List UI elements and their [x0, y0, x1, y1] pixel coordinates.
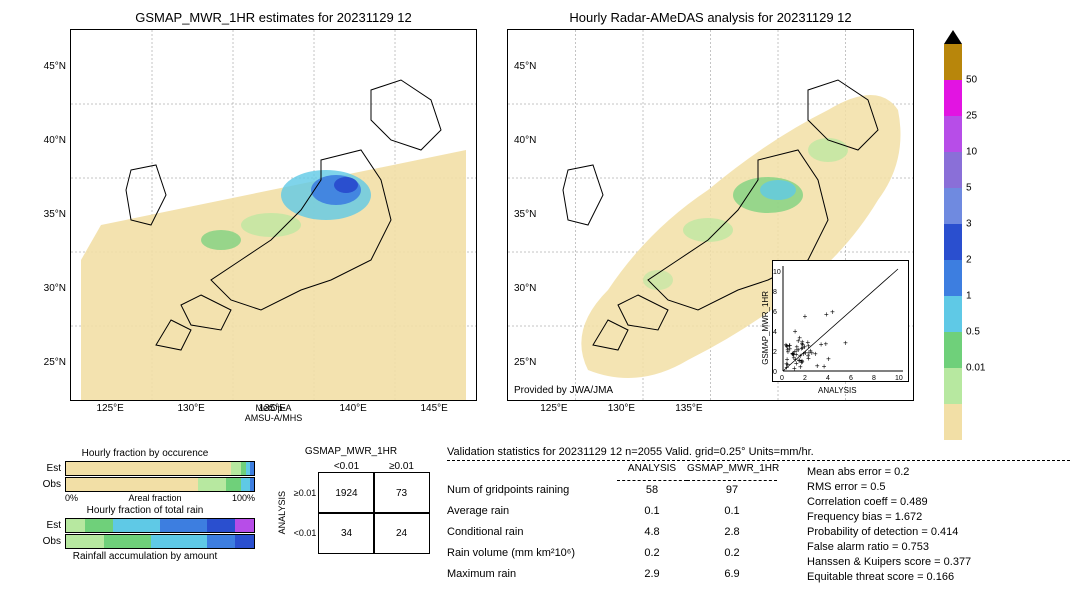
svg-text:+: + [826, 355, 831, 364]
tot-title: Hourly fraction of total rain [35, 505, 255, 516]
occ-title: Hourly fraction by occurence [35, 448, 255, 459]
svg-text:+: + [792, 364, 797, 373]
top-row: GSMAP_MWR_1HR estimates for 20231129 12 … [10, 10, 1070, 440]
right-map-panel: Hourly Radar-AMeDAS analysis for 2023112… [507, 10, 914, 440]
occ-obs-bar [65, 477, 255, 492]
stats-panel: Validation statistics for 20231129 12 n=… [447, 446, 1070, 586]
fraction-panel: Hourly fraction by occurence Est Obs 0%A… [35, 446, 255, 586]
colorbar-arrow-icon [944, 30, 962, 44]
svg-text:4: 4 [773, 329, 777, 336]
svg-text:+: + [823, 340, 828, 349]
left-map-panel: GSMAP_MWR_1HR estimates for 20231129 12 … [70, 10, 477, 440]
svg-text:+: + [815, 361, 820, 370]
tot-est-bar [65, 518, 255, 533]
svg-text:2: 2 [803, 375, 807, 381]
right-map-title: Hourly Radar-AMeDAS analysis for 2023112… [507, 10, 914, 25]
svg-text:0: 0 [773, 369, 777, 376]
svg-text:4: 4 [826, 375, 830, 381]
svg-text:+: + [830, 307, 835, 316]
svg-text:+: + [797, 333, 802, 342]
occ-est-bar [65, 461, 255, 476]
right-map: 45°N40°N35°N30°N25°N125°E130°E135°EProvi… [507, 29, 914, 401]
svg-text:+: + [785, 360, 790, 369]
stats-metrics: Mean abs error = 0.2RMS error = 0.5Corre… [807, 463, 971, 586]
stats-table: ANALYSISGSMAP_MWR_1HR Num of gridpoints … [447, 463, 777, 586]
scatter-inset: ++++++++++++++++++++++++++++++++++++++++… [772, 260, 909, 382]
svg-text:+: + [787, 341, 792, 350]
svg-text:+: + [843, 339, 848, 348]
svg-text:2: 2 [773, 349, 777, 356]
svg-text:6: 6 [849, 375, 853, 381]
svg-text:+: + [806, 352, 811, 361]
svg-text:10: 10 [773, 269, 781, 276]
contingency-table: GSMAP_MWR_1HR <0.01 ≥0.01 ANALYSIS ≥0.01… [273, 446, 429, 586]
accum-title: Rainfall accumulation by amount [35, 551, 255, 562]
svg-text:+: + [798, 351, 803, 360]
svg-text:0: 0 [780, 375, 784, 381]
tot-obs-bar [65, 534, 255, 549]
left-map: 45°N40°N35°N30°N25°N125°E130°E135°E140°E… [70, 29, 477, 401]
stats-header: Validation statistics for 20231129 12 n=… [447, 446, 1070, 461]
svg-text:10: 10 [895, 375, 903, 381]
svg-text:+: + [803, 312, 808, 321]
colorbar: 50251053210.50.01 [944, 30, 962, 440]
svg-text:8: 8 [872, 375, 876, 381]
bottom-row: Hourly fraction by occurence Est Obs 0%A… [10, 446, 1070, 586]
svg-text:8: 8 [773, 289, 777, 296]
svg-text:+: + [824, 310, 829, 319]
svg-text:6: 6 [773, 309, 777, 316]
left-map-title: GSMAP_MWR_1HR estimates for 20231129 12 [70, 10, 477, 25]
